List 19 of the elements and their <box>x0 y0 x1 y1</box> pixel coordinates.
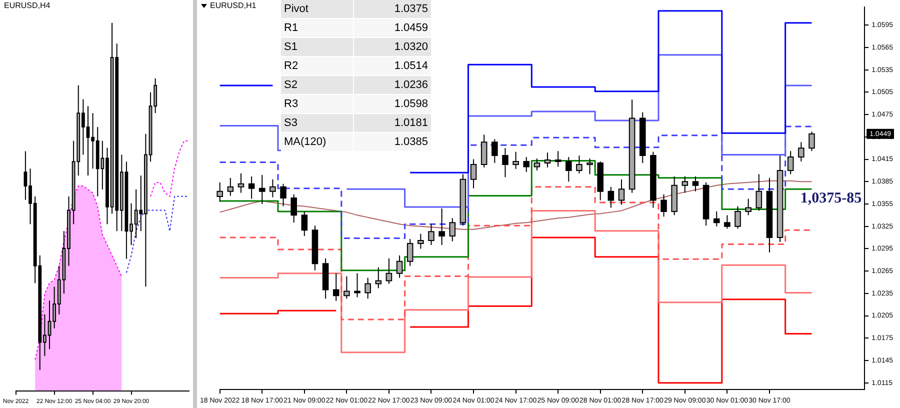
annotation: S2 <box>281 76 353 95</box>
annotation: S1 <box>281 38 353 57</box>
annotation: 1,0375-85 <box>800 190 862 206</box>
chart-title: EURUSD,H1 <box>210 1 256 10</box>
annotation: 1.0514 <box>353 57 431 76</box>
annotation: R3 <box>281 95 353 114</box>
annotation: MA(120) <box>281 133 353 152</box>
annotation: 1.0598 <box>353 95 431 114</box>
annotation: S3 <box>281 114 353 133</box>
annotation: R1 <box>281 19 353 38</box>
annotation: 1.0375 <box>353 0 431 19</box>
annotation: 1.0236 <box>353 76 431 95</box>
annotation: R2 <box>281 57 353 76</box>
annotation: 1.0320 <box>353 38 431 57</box>
annotation: Pivot <box>281 0 353 19</box>
annotation: 1.0385 <box>353 133 431 152</box>
annotation: 1.0181 <box>353 114 431 133</box>
annotation: 1.0459 <box>353 19 431 38</box>
chart-title: EURUSD,H4 <box>4 1 50 10</box>
